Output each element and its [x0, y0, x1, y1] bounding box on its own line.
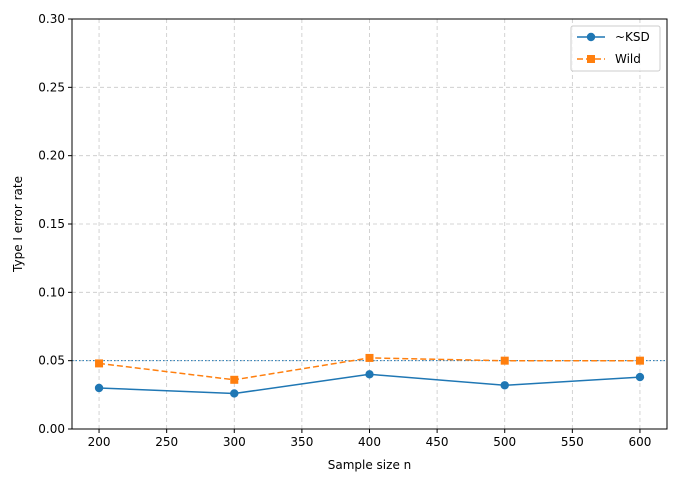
x-tick-label: 550: [561, 435, 584, 449]
series-layer: [94, 353, 645, 398]
y-tick-label: 0.05: [38, 354, 65, 368]
y-tick-label: 0.15: [38, 217, 65, 231]
x-tick-label: 250: [155, 435, 178, 449]
y-axis-label: Type I error rate: [11, 176, 25, 273]
point-ksd: [635, 372, 645, 382]
legend-label-wild: Wild: [615, 52, 641, 66]
y-tick-label: 0.25: [38, 80, 65, 94]
x-tick-label: 500: [493, 435, 516, 449]
point-ksd: [230, 389, 239, 398]
legend-label-ksd: ~KSD: [615, 30, 650, 44]
y-tick-label: 0.00: [38, 422, 65, 436]
legend-marker-wild: [587, 55, 595, 63]
legend: ~KSD Wild: [570, 25, 661, 72]
x-axis-label: Sample size n: [328, 458, 412, 472]
point-ksd: [365, 370, 374, 379]
x-tick-label: 600: [629, 435, 652, 449]
point-wild: [500, 356, 509, 365]
grid: [72, 18, 667, 430]
point-wild: [230, 375, 239, 384]
point-wild: [95, 359, 104, 368]
y-tick-label: 0.30: [38, 12, 65, 26]
point-ksd: [500, 381, 509, 390]
y-tick-label: 0.10: [38, 285, 65, 299]
point-ksd: [94, 383, 104, 393]
x-tick-label: 350: [290, 435, 313, 449]
ticks: 200 250 300 350 400 450 500 550 600 0.00 0.05 0.10 0…: [38, 12, 651, 449]
point-wild: [365, 353, 374, 362]
legend-marker-ksd: [586, 32, 596, 42]
x-tick-label: 200: [88, 435, 111, 449]
x-tick-label: 300: [223, 435, 246, 449]
point-wild: [635, 356, 644, 365]
x-tick-label: 450: [426, 435, 449, 449]
y-tick-label: 0.20: [38, 149, 65, 163]
x-tick-label: 400: [358, 435, 381, 449]
